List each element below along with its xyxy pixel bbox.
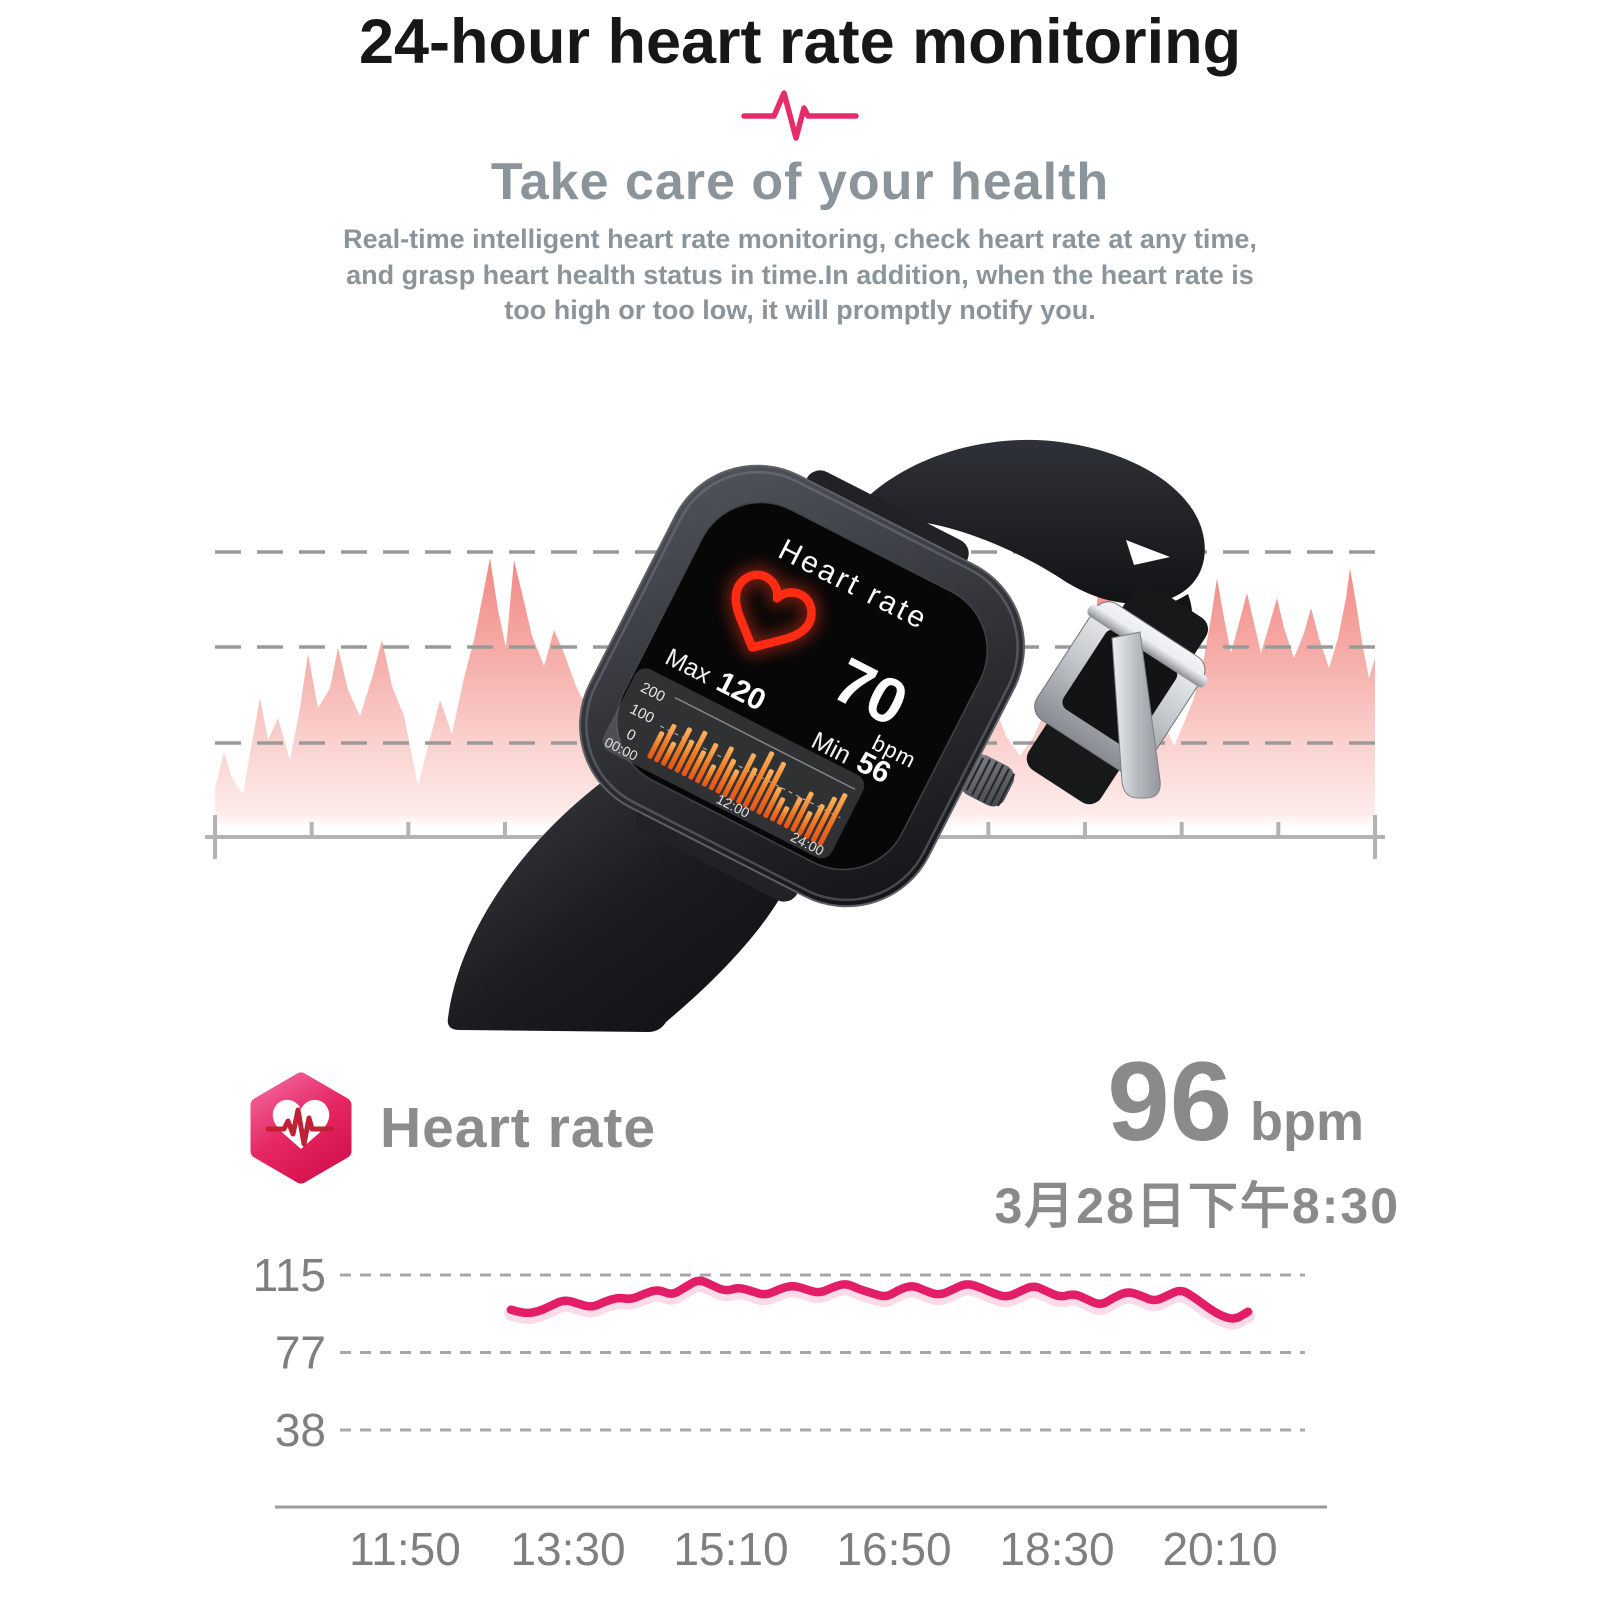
heart-rate-line-chart: 115 77 38 11:50 13:30 15:10 16:50 18:30 20:10 [253, 1249, 1327, 1575]
x-tick-label: 11:50 [349, 1523, 461, 1575]
crown-ridges [965, 757, 1016, 807]
screen-chart-bars [647, 723, 848, 846]
screen-bar [722, 769, 740, 798]
screen-bar [817, 793, 848, 846]
screen-bar [763, 786, 782, 818]
summary-row: Heart rate [248, 1072, 656, 1184]
summary-bpm-value: 96 [1107, 1039, 1232, 1164]
screen-bar [729, 753, 757, 801]
heart-rate-line [506, 1276, 1253, 1323]
screen-bar [797, 811, 813, 836]
y-tick-label: 77 [275, 1327, 326, 1379]
summary-datetime: 3月28日下午8:30 [994, 1178, 1400, 1234]
screen-bar [749, 769, 774, 812]
summary-bpm-unit: bpm [1250, 1092, 1364, 1152]
screen-bar [790, 791, 814, 832]
x-tick-label: 15:10 [673, 1523, 788, 1575]
screen-bar [674, 739, 695, 773]
screen-bar [776, 806, 790, 825]
screen-bar [715, 758, 737, 794]
screen-bar [756, 761, 787, 815]
screen-bar [742, 751, 775, 808]
screen-bar [770, 797, 786, 822]
description-line: too high or too low, it will promptly no… [504, 295, 1096, 326]
neon-heart-icon [727, 566, 820, 656]
header-section: 24-hour heart rate monitoring Take care … [0, 0, 1600, 329]
pulse-line-icon [265, 1107, 335, 1147]
screen-bar [667, 727, 693, 770]
summary-reading: 96 bpm 3月28日下午8:30 [995, 1046, 1401, 1238]
y-tick-label: 115 [253, 1249, 326, 1301]
screen-bar [735, 767, 758, 805]
screen-bar [783, 797, 803, 829]
x-tick-label: 13:30 [510, 1523, 625, 1575]
page-subtitle: Take care of your health [490, 153, 1110, 211]
screen-bar [695, 742, 719, 784]
x-tick-label: 20:10 [1162, 1523, 1277, 1575]
description-paragraph: Real-time intelligent heart rate monitor… [0, 222, 1600, 329]
buckle-tongue [1111, 631, 1161, 799]
screen-bar [647, 731, 665, 759]
ecg-pulse-icon [741, 90, 859, 141]
screen-bar [660, 741, 677, 766]
screen-bar [681, 730, 708, 777]
page-title: 24-hour heart rate monitoring [358, 7, 1242, 77]
screen-bar [654, 723, 677, 763]
screen-bar [810, 796, 837, 843]
y-tick-label: 38 [275, 1404, 326, 1456]
buckle-pin [1087, 604, 1208, 688]
screen-bar [701, 764, 717, 787]
watch-strap-top [855, 439, 1205, 604]
x-tick-label: 16:50 [836, 1523, 951, 1575]
heart-rate-app-icon [250, 1072, 352, 1184]
screen-chart-topline [674, 696, 856, 790]
summary-label: Heart rate [380, 1096, 657, 1160]
case-bezel-highlight [585, 470, 1019, 902]
screen-bar [708, 746, 734, 791]
description-line: and grasp heart health status in time.In… [346, 259, 1254, 290]
x-tick-label: 18:30 [999, 1523, 1114, 1575]
screen-bar [688, 750, 707, 780]
description-line: Real-time intelligent heart rate monitor… [343, 224, 1257, 254]
screen-bar [804, 803, 825, 839]
watch-strap-loop-gap [1126, 540, 1170, 565]
